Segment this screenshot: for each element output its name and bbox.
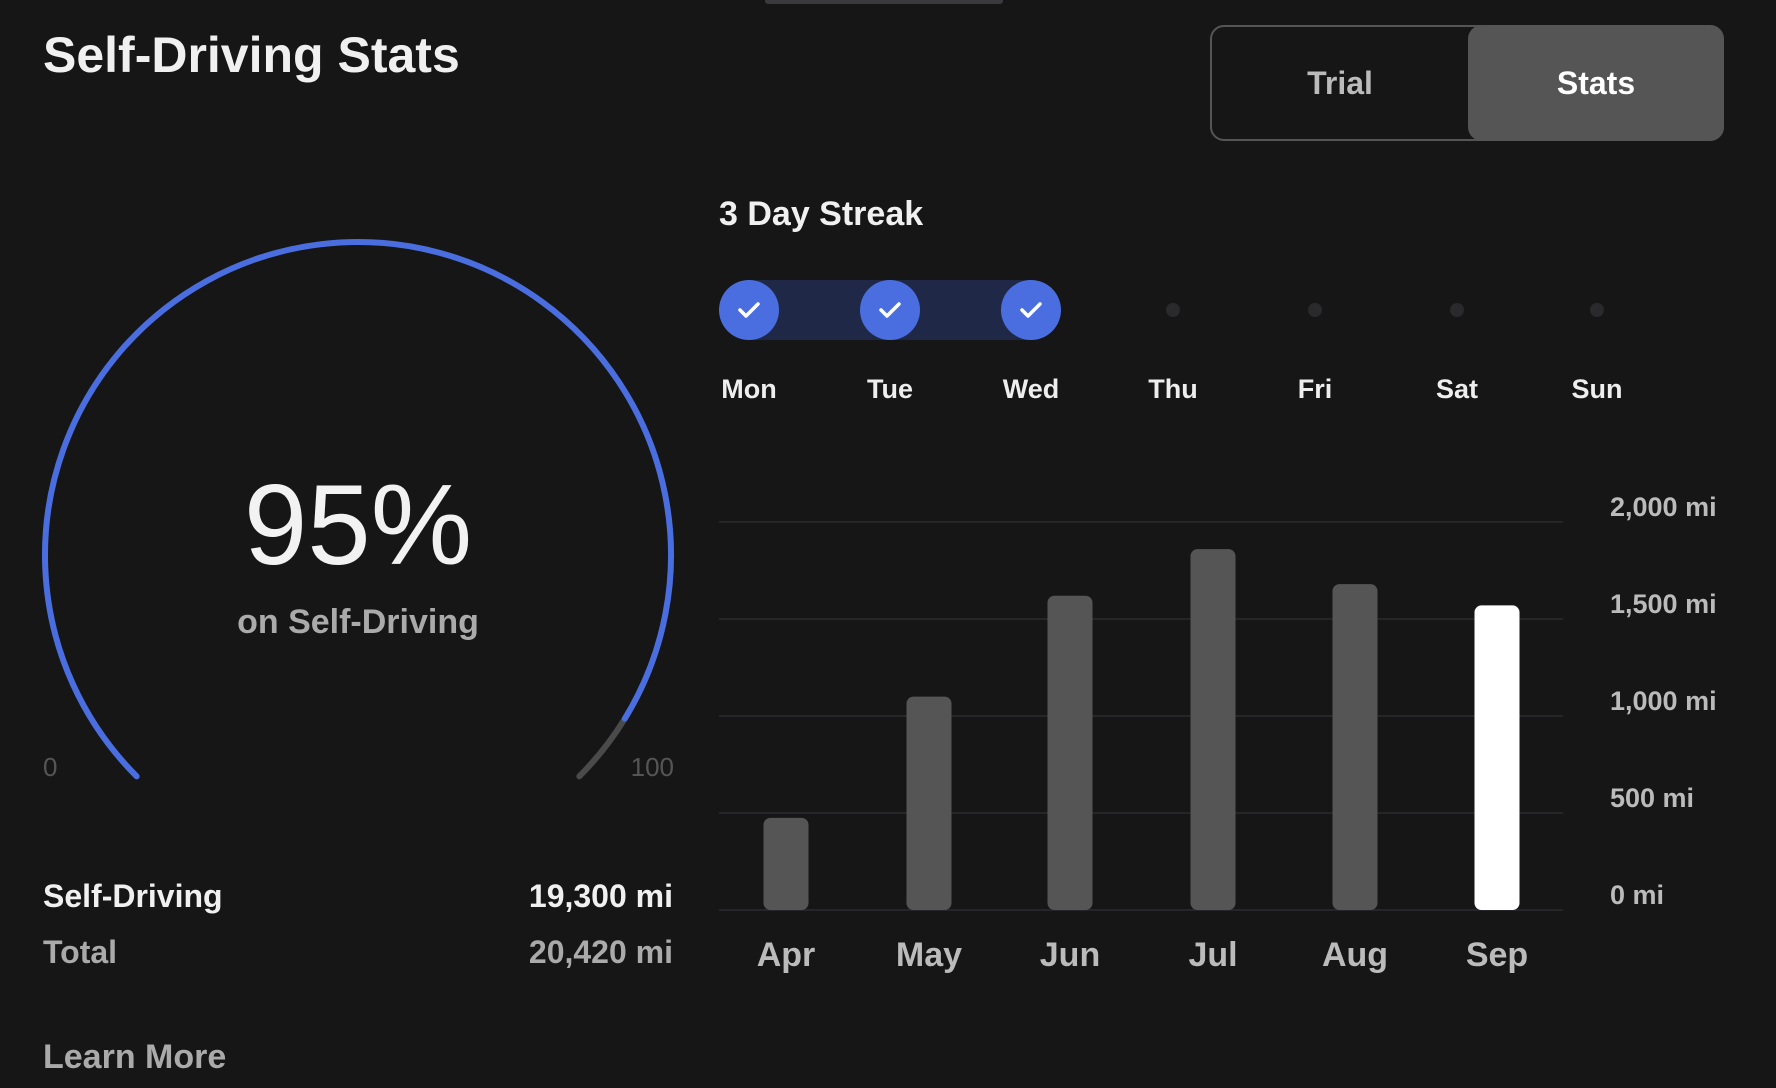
bar-jun[interactable] (1047, 595, 1093, 910)
streak-day-label: Mon (721, 374, 777, 404)
checkmark-icon (738, 302, 760, 318)
y-tick-label: 1,000 mi (1610, 686, 1717, 716)
gauge-max-label: 100 (630, 752, 674, 782)
streak-day-label: Tue (867, 374, 913, 404)
streak-dot-complete (1001, 280, 1061, 340)
monthly-miles-chart: 0 mi 500 mi 1,000 mi 1,500 mi 2,000 mi Apr May… (719, 492, 1717, 974)
y-tick-label: 1,500 mi (1610, 589, 1717, 619)
drag-handle[interactable] (765, 0, 1003, 4)
gauge-track (576, 715, 628, 780)
x-tick-label: May (896, 936, 962, 974)
streak-day-label: Fri (1297, 374, 1333, 404)
bar-aug[interactable] (1332, 584, 1378, 910)
streak-dot-empty (1308, 303, 1322, 317)
streak-day-label: Sat (1435, 374, 1479, 404)
gauge-subtitle: on Self-Driving (237, 603, 479, 641)
x-tick-label: Aug (1322, 936, 1388, 974)
streak-day-label: Sun (1571, 374, 1623, 404)
streak-dot-empty (1166, 303, 1180, 317)
bar-may[interactable] (906, 696, 952, 910)
self-driving-label: Self-Driving (43, 878, 223, 914)
gauge-min-label: 0 (43, 752, 58, 782)
checkmark-icon (879, 302, 901, 318)
self-driving-gauge (42, 239, 674, 780)
streak-dot-empty (1450, 303, 1464, 317)
tab-stats[interactable]: Stats (1468, 25, 1724, 141)
self-driving-value: 19,300 mi (528, 878, 673, 914)
y-tick-label: 2,000 mi (1610, 492, 1717, 522)
bar-sep[interactable] (1474, 605, 1520, 910)
streak-day-label: Wed (1002, 374, 1060, 404)
streak-title: 3 Day Streak (719, 195, 924, 233)
x-tick-label: Jun (1040, 936, 1100, 974)
streak-day-label: Thu (1148, 374, 1198, 404)
y-tick-label: 500 mi (1610, 783, 1694, 813)
view-toggle: Trial Stats (1210, 25, 1724, 141)
streak-dot-empty (1590, 303, 1604, 317)
gauge-fill (42, 239, 674, 780)
total-value: 20,420 mi (528, 934, 673, 970)
bar-jul[interactable] (1190, 549, 1236, 910)
tab-trial[interactable]: Trial (1307, 64, 1373, 101)
bar-apr[interactable] (763, 817, 809, 910)
checkmark-icon (1020, 302, 1042, 318)
x-tick-label: Jul (1188, 936, 1237, 974)
total-label: Total (43, 934, 118, 970)
gauge-value: 95% (243, 462, 473, 589)
streak-dot-complete (860, 280, 920, 340)
streak-dot-complete (719, 280, 779, 340)
page-title: Self-Driving Stats (43, 27, 460, 83)
y-tick-label: 0 mi (1610, 880, 1664, 910)
x-tick-label: Apr (757, 936, 816, 974)
learn-more-link[interactable]: Learn More (43, 1038, 227, 1076)
x-tick-label: Sep (1466, 936, 1528, 974)
